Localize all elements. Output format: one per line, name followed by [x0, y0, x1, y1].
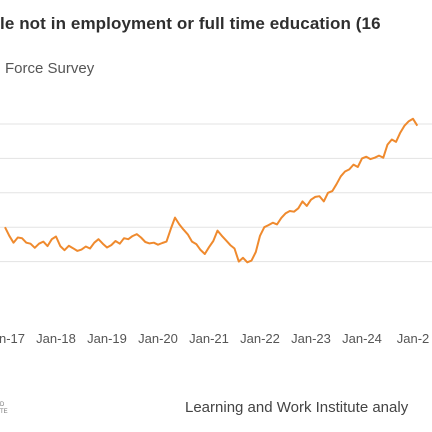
chart-subtitle: Force Survey [5, 60, 95, 77]
chart-title: le not in employment or full time educat… [0, 14, 381, 33]
series-line-0 [4, 117, 419, 264]
x-tick-label: Jan-2 [397, 331, 430, 346]
source-note: Learning and Work Institute analy [185, 399, 409, 416]
gridlines [0, 123, 432, 263]
x-tick-label: Jan-19 [87, 331, 127, 346]
logo-line-1: D [0, 402, 5, 408]
logo-line-2: TE [0, 409, 8, 415]
x-axis-ticks: n-17 Jan-18 Jan-19 Jan-20 Jan-21 Jan-22 Jan-23… [0, 331, 429, 346]
x-tick-label: Jan-18 [36, 331, 76, 346]
x-tick-label: n-17 [0, 331, 25, 346]
x-tick-label: Jan-20 [138, 331, 178, 346]
series-group [4, 117, 419, 264]
x-tick-label: Jan-22 [240, 331, 280, 346]
x-tick-label: Jan-24 [342, 331, 382, 346]
x-tick-label: Jan-21 [189, 331, 229, 346]
institute-logo: D TE [0, 402, 8, 416]
x-tick-label: Jan-23 [291, 331, 331, 346]
